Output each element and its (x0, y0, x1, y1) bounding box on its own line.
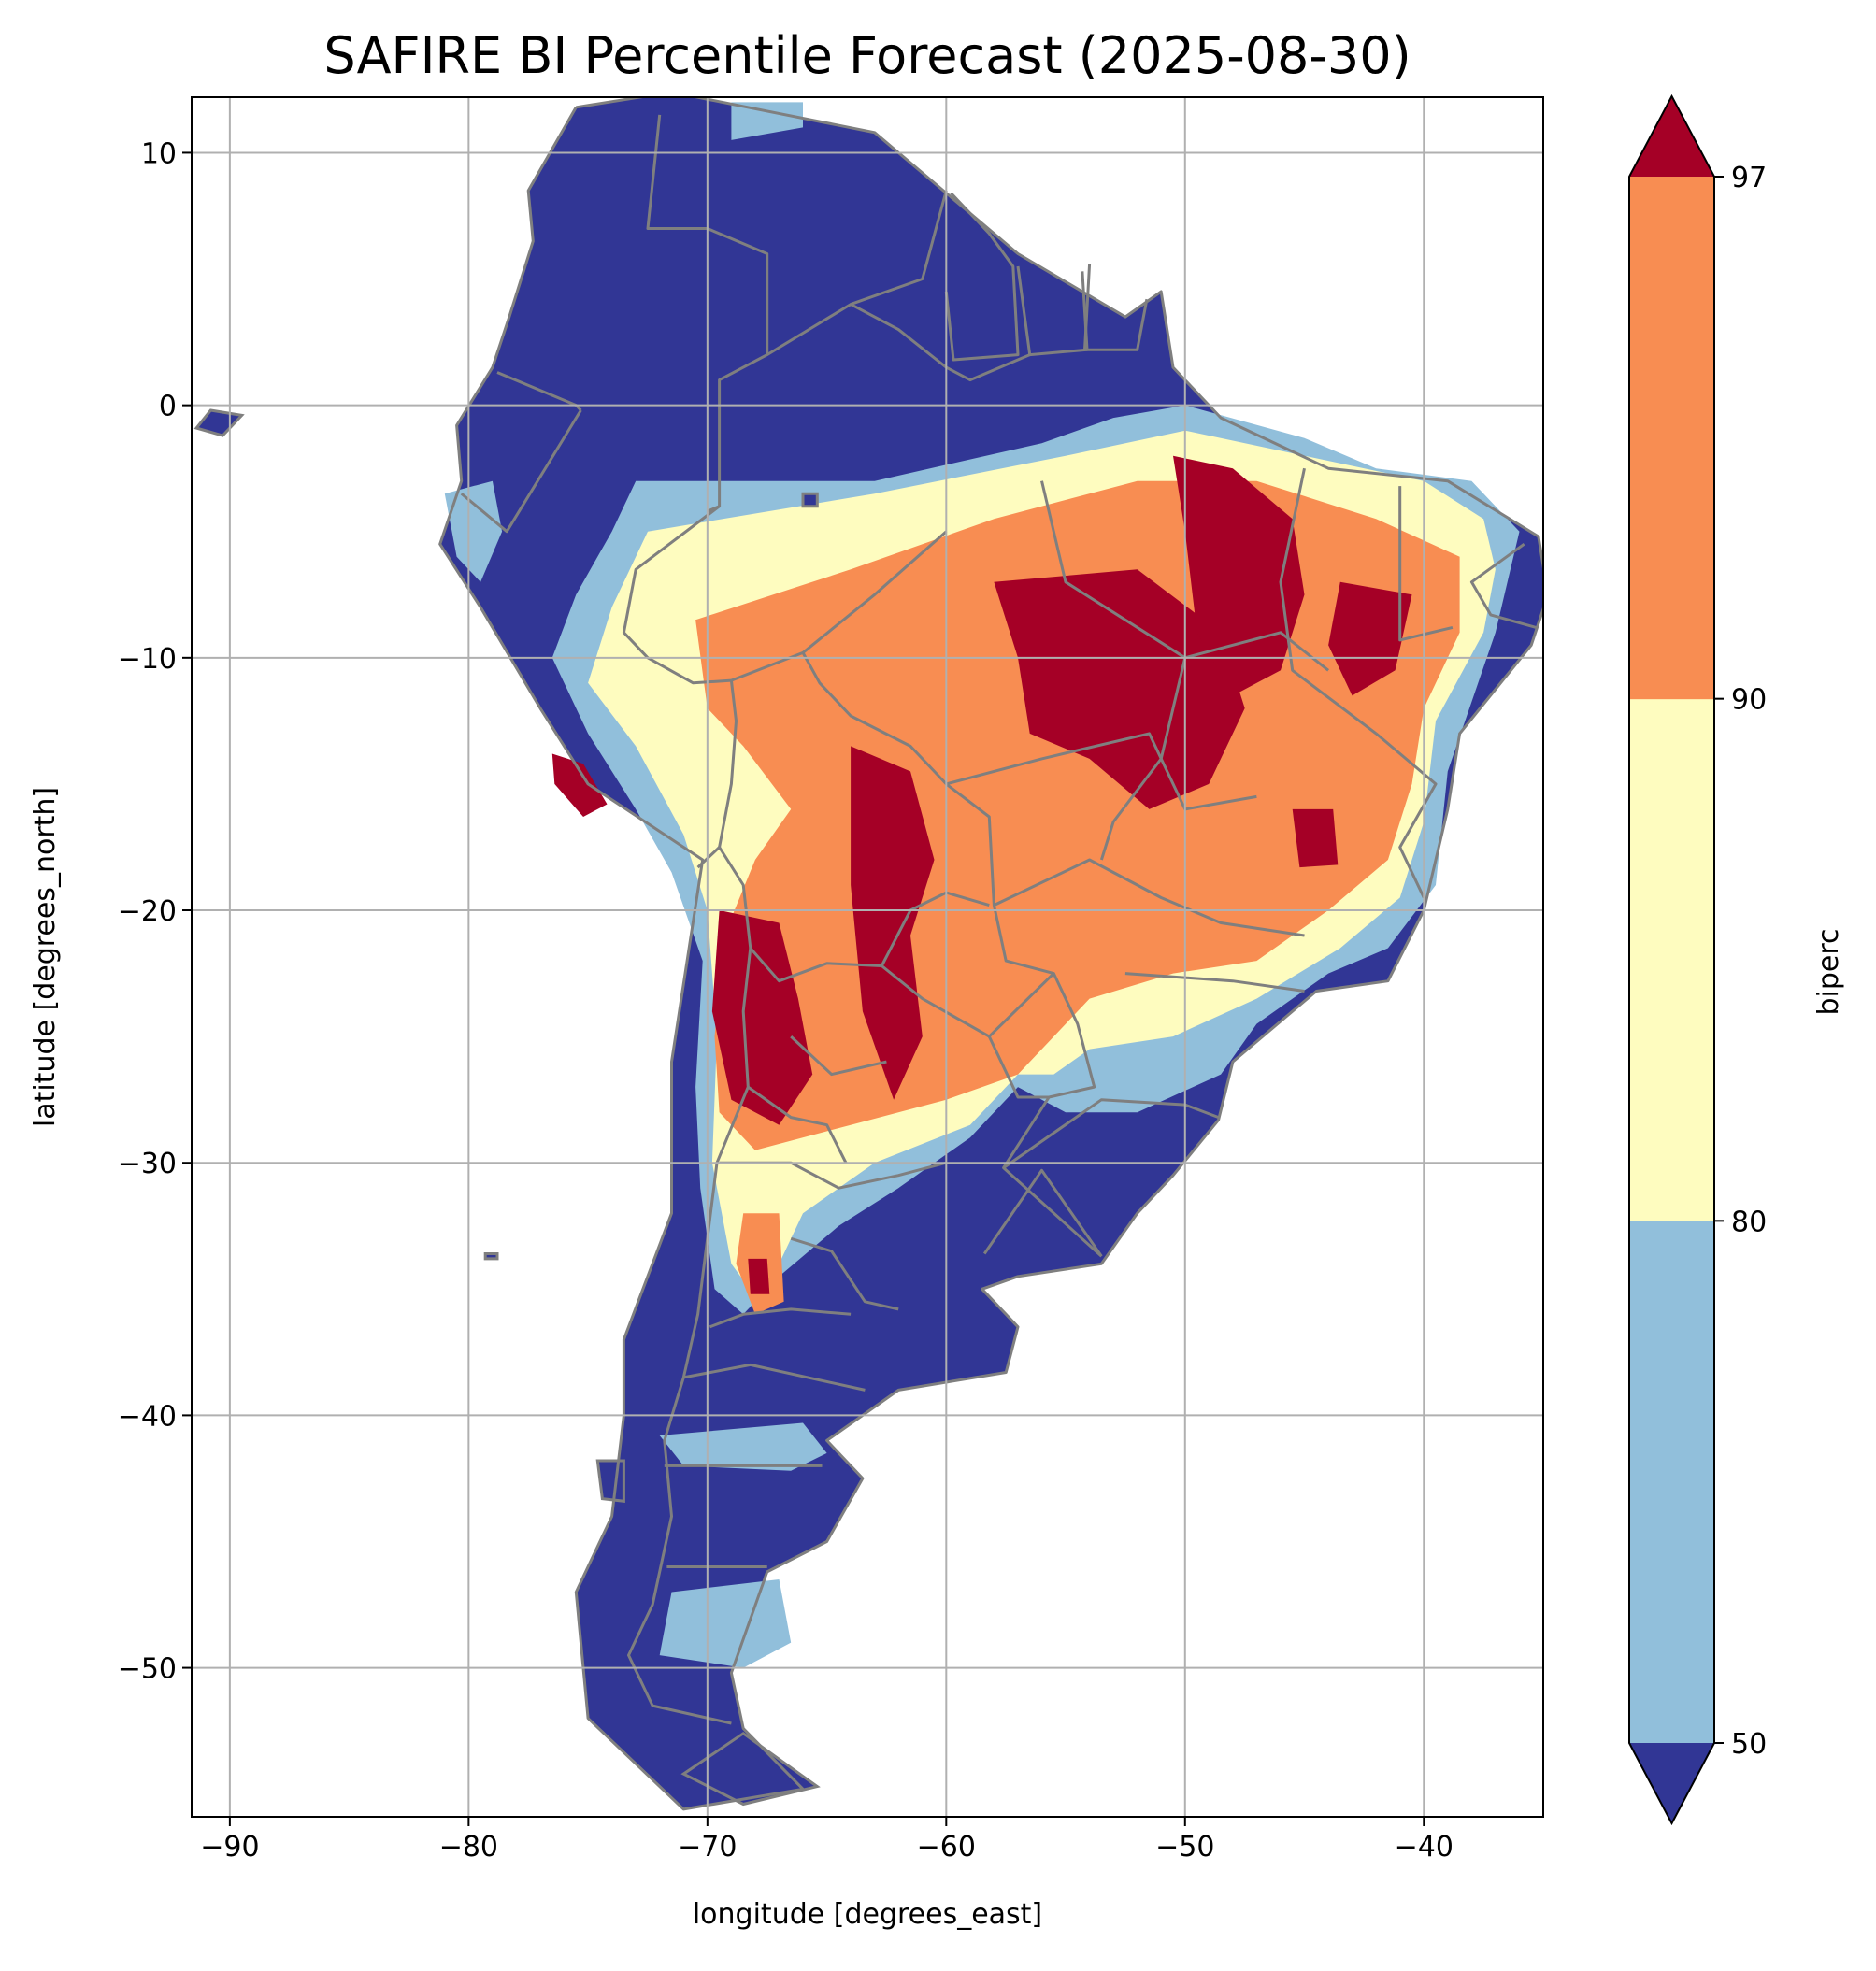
border-line-4 (460, 409, 582, 534)
island-4 (801, 492, 819, 508)
border-line-27 (1099, 657, 1187, 861)
y-tick-label: −10 (118, 643, 177, 676)
colorbar-extend-min (1629, 1743, 1714, 1823)
island-3 (595, 1459, 625, 1503)
plot-frame (191, 96, 1544, 1818)
y-axis-ticks: 10 0 −10 −20 −30 −40 −50 (118, 137, 192, 1686)
x-tick-label: −40 (1395, 1831, 1454, 1864)
colorbar-tick-label: 90 (1731, 684, 1767, 717)
colorbar-segment (1629, 1221, 1714, 1744)
x-axis-label: longitude [degrees_east] (693, 1898, 1042, 1931)
border-line-12 (982, 1168, 1103, 1258)
colorbar-segment (1629, 698, 1714, 1221)
border-line-26 (1375, 732, 1438, 899)
border-line-25 (1469, 542, 1537, 629)
x-tick-label: −70 (678, 1831, 737, 1864)
x-tick-label: −50 (1155, 1831, 1214, 1864)
region-15 (551, 753, 608, 817)
region-14 (1328, 581, 1412, 696)
y-axis-label: latitude [degrees_north] (29, 787, 62, 1127)
region-17 (748, 1258, 770, 1294)
border-line-7 (718, 679, 990, 983)
region-3 (444, 480, 503, 582)
coastline (438, 97, 1543, 1811)
border-line-28 (790, 1035, 887, 1077)
border-line-11 (987, 1035, 1050, 1099)
x-tick-label: −90 (200, 1831, 259, 1864)
border-line-10 (881, 964, 1055, 1038)
border-line-1 (646, 114, 948, 357)
border-line-33 (683, 1363, 866, 1392)
x-axis-ticks: −90 −80 −70 −60 −50 −40 (200, 1817, 1454, 1864)
colorbar-tick-label: 97 (1731, 162, 1767, 194)
y-tick-label: 10 (141, 137, 177, 170)
x-tick-label: −80 (439, 1831, 498, 1864)
region-16 (1292, 808, 1339, 868)
border-line-31 (790, 1236, 899, 1311)
border-line-14 (1016, 265, 1089, 357)
border-line-2 (707, 353, 768, 513)
y-tick-label: −20 (118, 895, 177, 928)
border-line-22 (1002, 1098, 1220, 1169)
region-13 (711, 910, 813, 1125)
border-line-20 (993, 858, 1305, 937)
border-line-19 (945, 732, 1257, 811)
y-tick-label: −30 (118, 1148, 177, 1180)
border-line-5 (622, 505, 732, 685)
island-2 (680, 1731, 821, 1807)
region-4 (659, 1422, 827, 1471)
border-line-17 (802, 530, 948, 654)
border-line-8 (696, 846, 721, 869)
colorbar-tick-label: 80 (1731, 1206, 1767, 1238)
y-tick-label: 0 (159, 391, 177, 423)
colorbar-label: biperc (1812, 928, 1845, 1015)
gridlines (192, 97, 1543, 1817)
chart-title: SAFIRE BI Percentile Forecast (2025-08-3… (323, 26, 1411, 85)
colorbar-segment (1629, 177, 1714, 700)
border-line-15 (1083, 264, 1149, 351)
region-10 (994, 569, 1245, 809)
border-line-30 (747, 1085, 848, 1164)
y-tick-label: −40 (118, 1400, 177, 1433)
region-12 (851, 746, 935, 1100)
colorbar-tick-label: 50 (1731, 1728, 1767, 1761)
island-5 (483, 1252, 499, 1261)
border-line-24 (1398, 486, 1454, 642)
border-line-13 (944, 192, 1020, 362)
x-tick-label: −60 (917, 1831, 976, 1864)
colorbar-extend-max (1629, 96, 1714, 177)
border-line-32 (709, 1307, 852, 1329)
colorbar: 50 80 90 97 (1628, 93, 1767, 1826)
border-line-23 (1279, 467, 1378, 736)
region-6 (731, 102, 803, 140)
region-5 (659, 1579, 792, 1668)
country-borders (193, 97, 1543, 1811)
border-line-21 (1124, 972, 1305, 993)
y-tick-label: −50 (118, 1653, 177, 1686)
